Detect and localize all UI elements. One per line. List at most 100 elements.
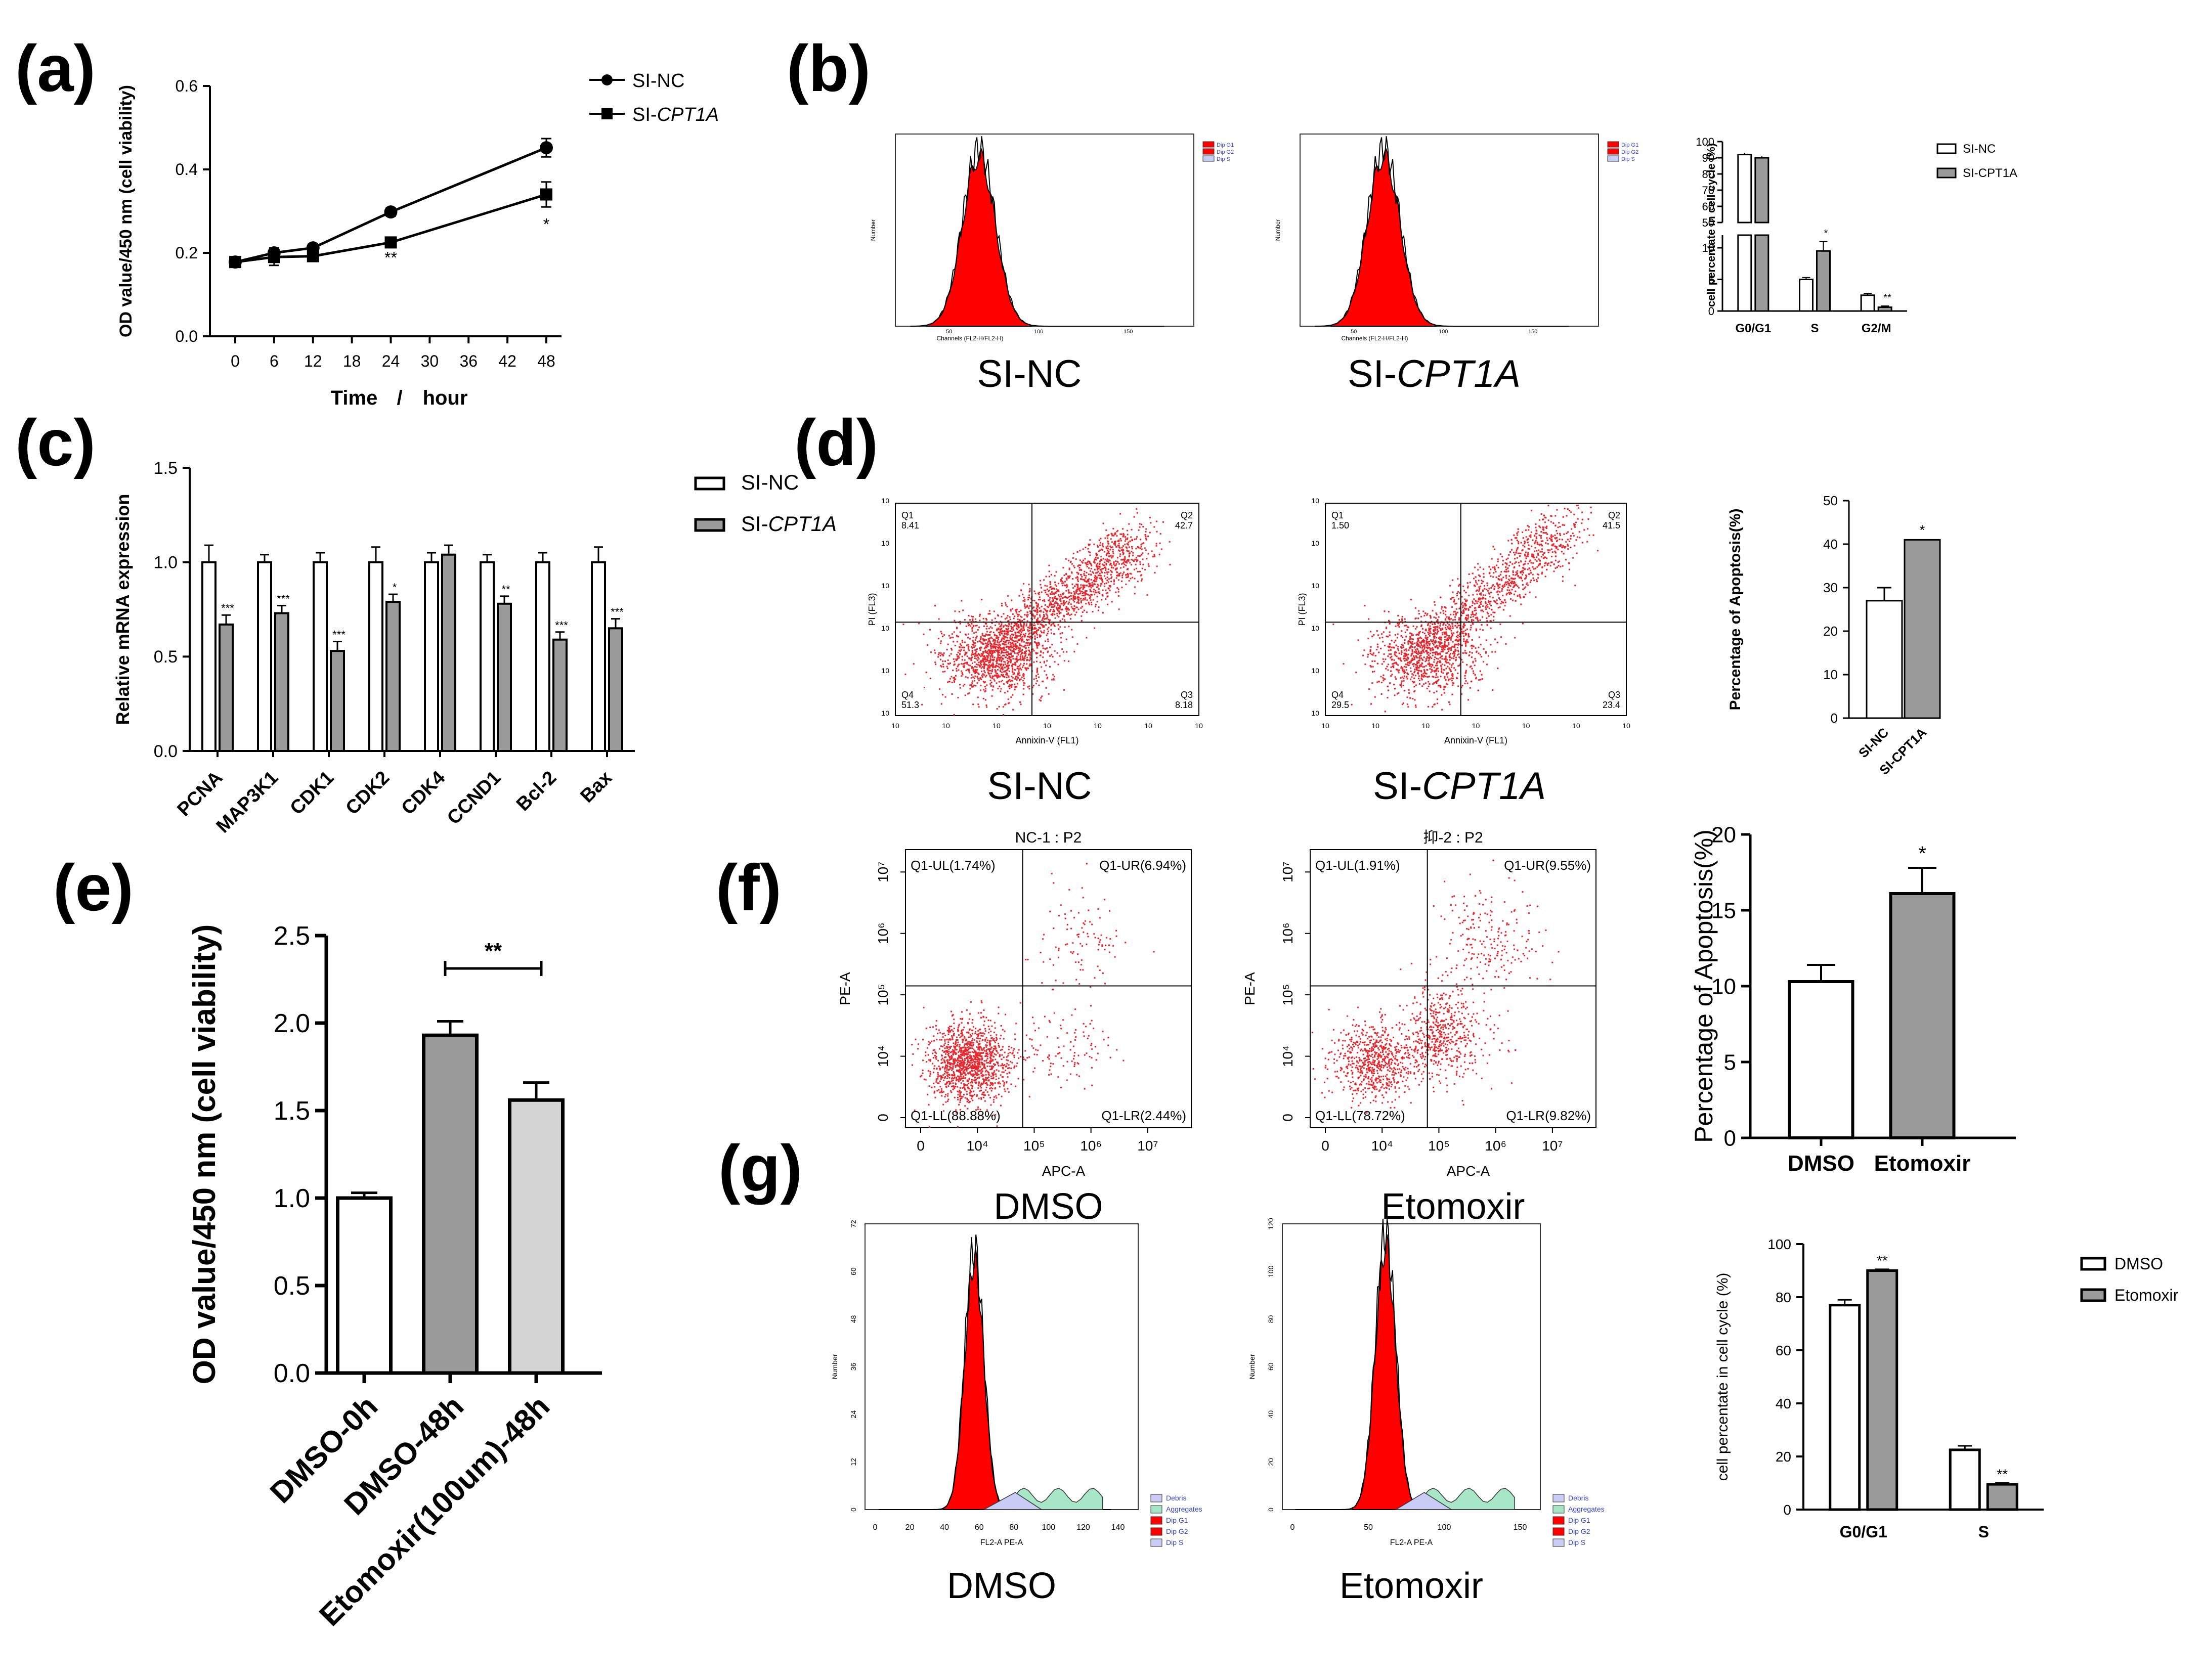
d-scatter-0-event [995,660,997,662]
d-scatter-1-event [1488,601,1490,603]
d-scatter-0-event [1072,587,1074,589]
d-scatter-0-event [921,703,923,705]
c-bar [313,561,328,752]
d-scatter-1-event [1421,679,1423,681]
d-scatter-0-event [1020,678,1022,680]
d-scatter-0-event [1086,599,1088,601]
d-scatter-0-event [982,698,984,700]
d-scatter-0-event [940,703,942,705]
d-scatter-0-event [1144,534,1146,536]
d-scatter-1-event [1411,649,1413,651]
d-scatter-0-event [1102,558,1104,560]
d-scatter-1-event [1551,556,1553,558]
d-scatter-0-event [1003,626,1005,628]
d-scatter-0-event [985,651,987,653]
d-scatter-1-event [1411,673,1413,675]
d-scatter-0-event [948,635,950,637]
d-scatter-0-event [1089,597,1091,599]
d-scatter-1-event [1428,657,1430,659]
d-scatter-0-event [1027,659,1029,661]
d-scatter-0-event [1028,643,1030,645]
b-histogram-legend-label: Dip G2 [1621,149,1638,155]
d-scatter-0-event [1009,686,1011,688]
d-scatter-0-event [1058,589,1060,591]
d-scatter-0-event [967,677,969,679]
d-scatter-1-event [1485,652,1487,654]
d-scatter-0-event [999,645,1001,647]
d-scatter-0-event [1092,599,1094,601]
d-scatter-0-event [1082,599,1084,601]
d-scatter-1-event [1472,594,1474,596]
d-scatter-1-event [1525,557,1527,559]
d-scatter-0-event [1056,652,1058,654]
d-scatter-0-event [1025,614,1027,616]
d-scatter-0-event [1021,639,1023,641]
d-scatter-0-event [1028,594,1030,596]
d-scatter-1-event [1536,556,1538,558]
c-bar [608,627,623,753]
d-scatter-0-event [1060,602,1062,604]
d-scatter-0-event [1037,636,1039,638]
b-legend-swatch [1936,143,1957,154]
c-category-label: Bax [576,767,616,807]
d-scatter-0-event [1065,590,1067,592]
d-scatter-0-event [989,626,991,628]
d-scatter-1-event [1529,535,1531,537]
d-scatter-1-event [1454,644,1456,646]
d-scatter-1-event [1514,578,1516,580]
d-scatter-1-event [1451,632,1453,634]
d-scatter-1-event [1467,634,1470,636]
d-scatter-1-event [1549,549,1551,551]
d-scatter-1-event [1418,631,1420,633]
d-scatter-0-event [958,636,960,638]
d-scatter-0-event [989,652,991,654]
d-scatter-0-event [959,684,961,686]
d-scatter-1-event [1452,682,1454,684]
d-scatter-0-event [1088,579,1090,581]
d-scatter-0-event [1103,564,1105,566]
d-scatter-0-event [1125,536,1127,538]
d-scatter-1-event [1449,703,1451,705]
d-scatter-0-event [1095,572,1097,574]
d-scatter-1-event [1431,666,1433,668]
d-scatter-0-event [1067,607,1069,609]
d-scatter-0-event [951,649,953,651]
d-scatter-0-event [1027,649,1029,651]
a-y-tick-label: 0.4 [176,160,198,179]
d-scatter-0-event [988,640,990,642]
d-scatter-1-event [1332,624,1334,626]
d-scatter-0-event [1099,572,1101,574]
d-scatter-0-event [1018,672,1020,674]
d-scatter-0-event [1046,593,1048,595]
d-scatter-0-event [944,671,946,673]
d-scatter-0-event [990,653,992,655]
d-scatter-1-event [1458,584,1460,586]
d-scatter-0-event [1048,590,1050,592]
d-scatter-0-event [986,669,988,671]
d-scatter-1-event [1473,614,1475,616]
d-scatter-0-event [1041,666,1043,668]
d-scatter-0-event [989,642,991,644]
d-scatter-1-event [1550,561,1552,563]
d-scatter-1-event [1457,637,1459,639]
d-scatter-1-event [1505,566,1507,568]
d-scatter-1-event [1401,650,1403,652]
d-scatter-0-event [1020,659,1022,661]
d-scatter-1-event [1383,631,1385,633]
d-scatter-1-event [1460,628,1462,630]
d-scatter-1-event [1389,682,1391,684]
d-scatter-0-event [1056,614,1058,616]
d-scatter-0-event [1050,625,1052,627]
d-scatter-1-event [1396,637,1398,639]
d-scatter-1-event [1478,589,1480,591]
d-scatter-1-event [1410,642,1412,644]
d-scatter-0-event [1051,606,1053,608]
d-scatter-1-event [1420,664,1422,666]
d-scatter-0-event [1016,631,1018,633]
d-scatter-1-event [1559,545,1561,547]
d-scatter-1-event [1476,650,1478,652]
d-scatter-0-event [1032,632,1034,634]
d-scatter-0-event [1006,637,1008,639]
d-scatter-0-event [1034,615,1036,617]
d-scatter-0-event [1019,667,1021,669]
